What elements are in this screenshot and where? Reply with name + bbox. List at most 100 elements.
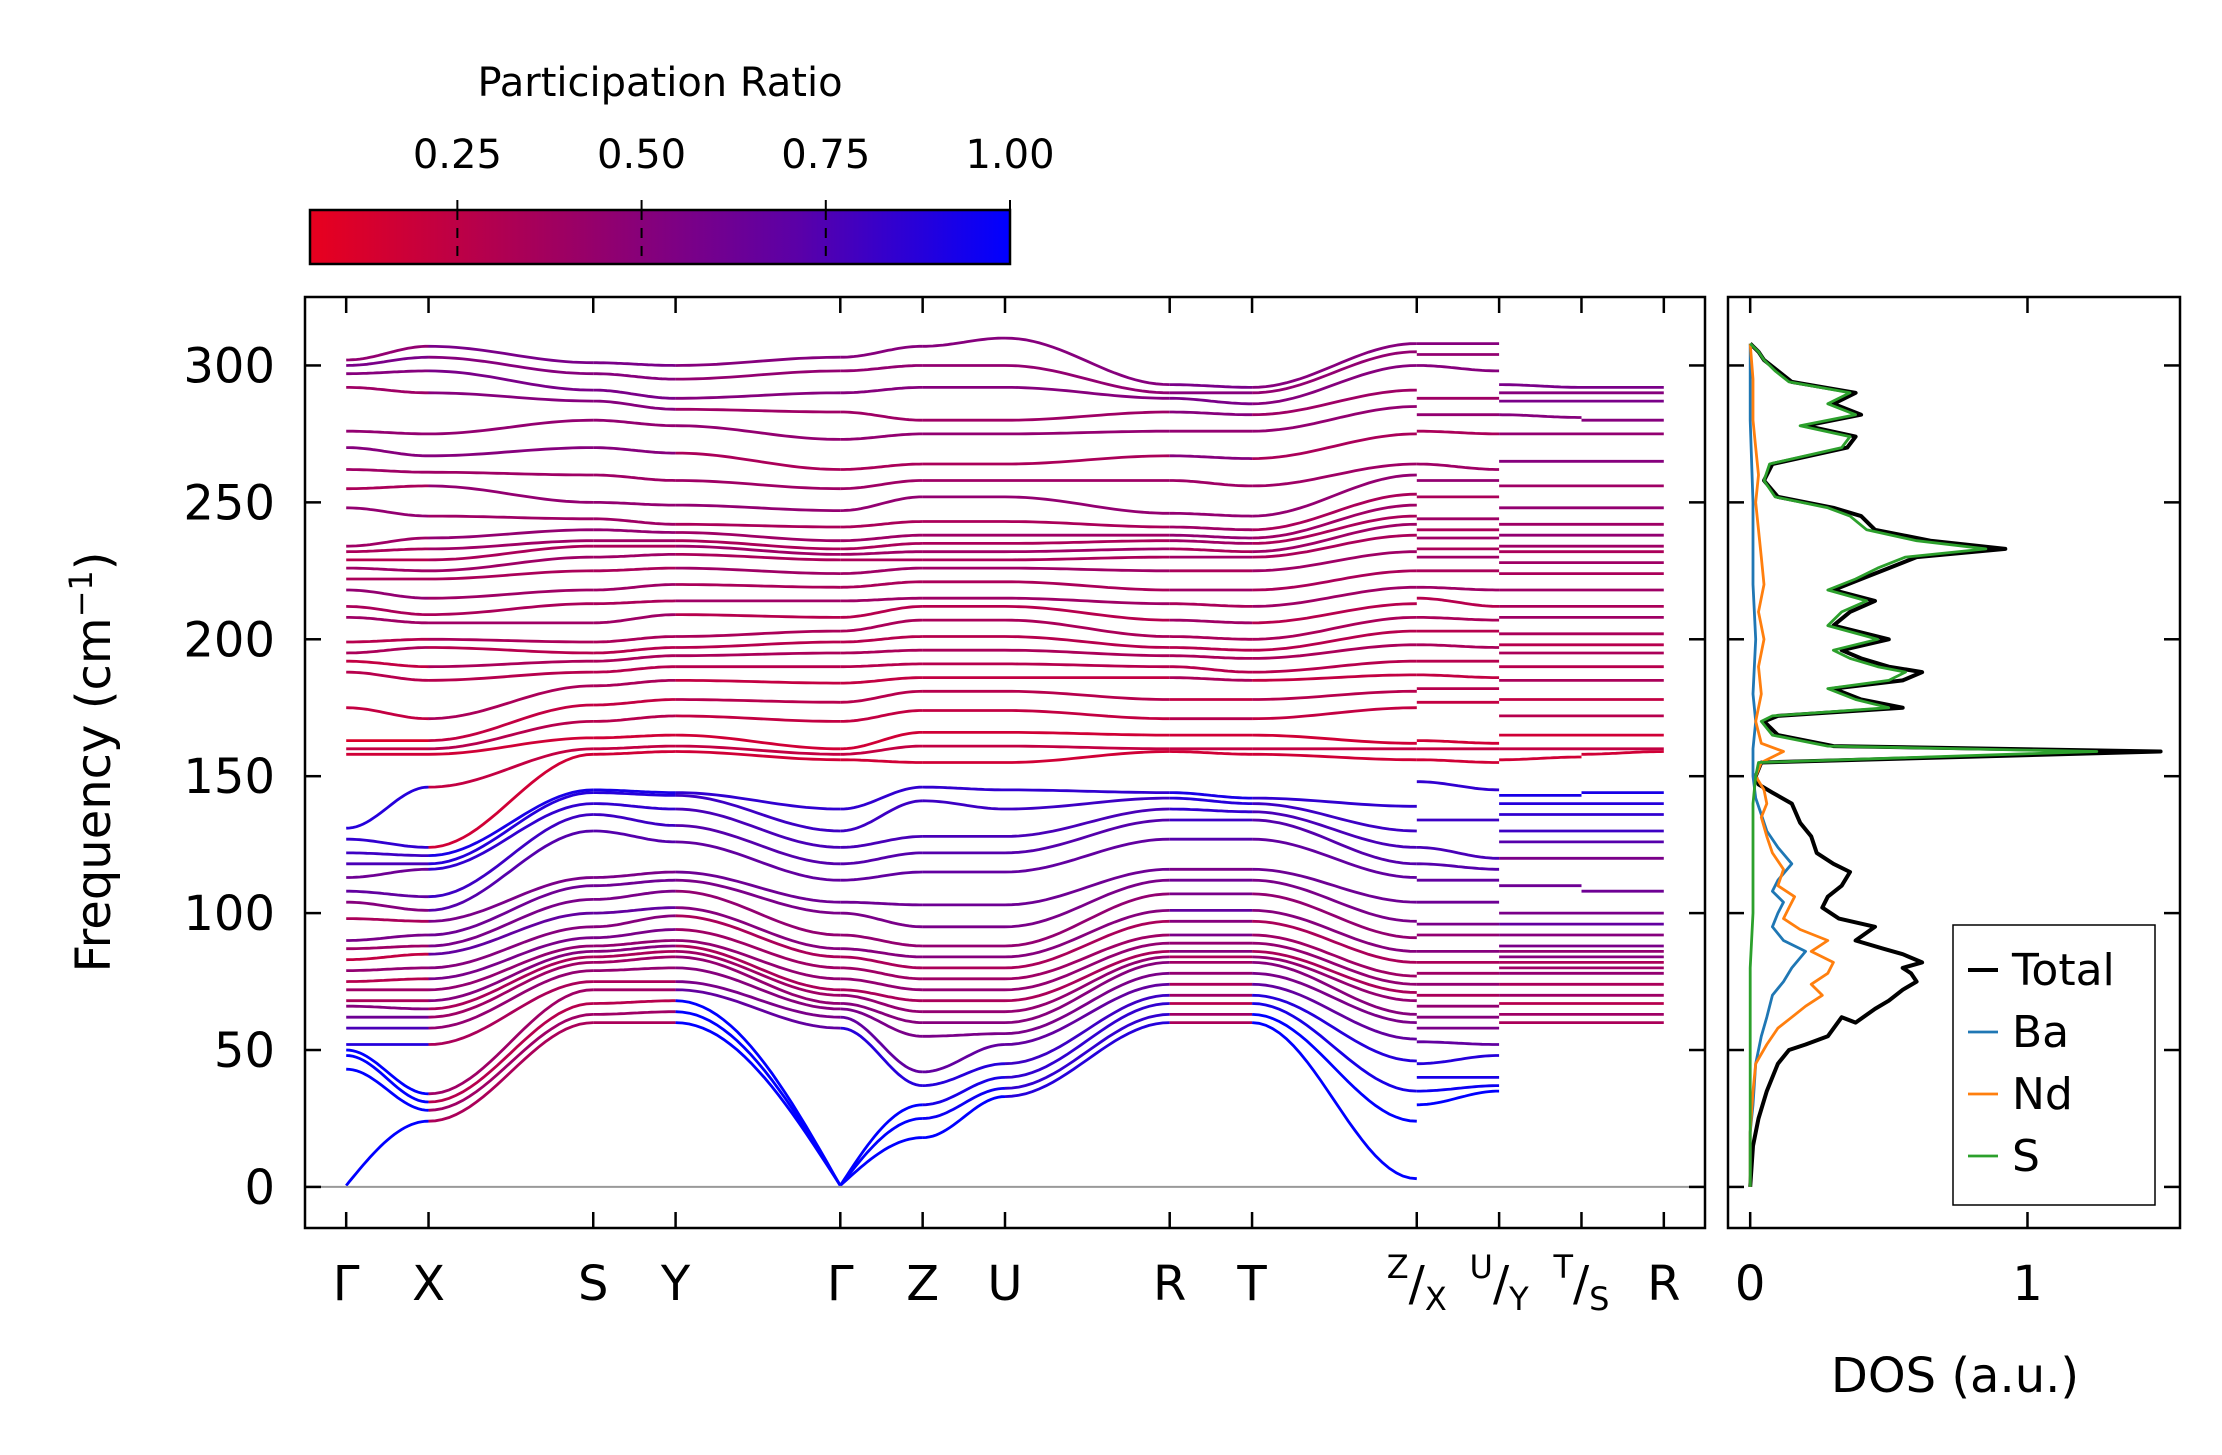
band-line xyxy=(346,867,429,879)
band-line xyxy=(675,640,841,649)
kpoint-label: R xyxy=(1153,1256,1186,1312)
band-line xyxy=(1005,555,1170,562)
band-line xyxy=(346,1054,429,1104)
band-line xyxy=(1169,665,1253,674)
band-line xyxy=(840,676,923,685)
band-line xyxy=(593,517,676,526)
band-line xyxy=(675,479,841,491)
y-tick-label: 150 xyxy=(183,749,275,805)
band-line xyxy=(840,596,923,603)
band-line xyxy=(593,750,676,756)
band-line xyxy=(428,646,594,655)
band-line xyxy=(346,1004,429,1011)
band-line xyxy=(1005,596,1170,606)
band-line xyxy=(428,961,594,1019)
band-line xyxy=(1252,689,1417,701)
band-line xyxy=(1252,522,1417,554)
band-line xyxy=(675,698,841,704)
band-line xyxy=(840,495,923,512)
band-line xyxy=(1004,941,1170,992)
band-line xyxy=(675,980,841,1019)
band-line xyxy=(346,944,429,951)
colorbar-bar xyxy=(308,208,1012,266)
band-line xyxy=(1169,539,1253,545)
band-line xyxy=(1005,796,1170,811)
y-tick-label: 0 xyxy=(244,1160,275,1216)
band-line xyxy=(1004,933,1170,981)
band-line xyxy=(675,906,841,951)
band-line xyxy=(1252,706,1417,721)
colorbar-tick-label: 0.75 xyxy=(781,132,870,178)
band-line xyxy=(1005,566,1170,573)
band-line xyxy=(1169,807,1253,814)
band-line xyxy=(428,813,594,899)
band-line xyxy=(428,637,594,644)
band-line xyxy=(1499,755,1582,762)
band-line xyxy=(675,870,841,904)
band-line xyxy=(593,361,676,367)
band-line xyxy=(675,807,841,849)
band-line xyxy=(593,553,676,559)
band-line xyxy=(428,391,594,403)
band-line xyxy=(1252,405,1417,433)
band-line xyxy=(346,484,429,491)
band-line xyxy=(346,977,429,983)
band-line xyxy=(346,889,429,899)
band-line xyxy=(1004,993,1170,1066)
band-line xyxy=(1252,350,1417,395)
dos-x-tick-label: 1 xyxy=(2012,1256,2043,1312)
band-line xyxy=(922,336,1005,348)
band-line xyxy=(840,731,923,751)
band-line xyxy=(428,829,594,912)
band-line xyxy=(1416,1089,1500,1107)
band-line xyxy=(346,547,429,554)
band-line xyxy=(675,355,841,367)
band-line xyxy=(675,651,841,658)
band-line xyxy=(1169,791,1253,800)
band-line xyxy=(1416,462,1500,471)
band-line xyxy=(346,446,429,458)
band-line xyxy=(1005,539,1170,545)
band-line xyxy=(1416,429,1500,436)
band-line xyxy=(428,950,594,1003)
band-line xyxy=(346,646,429,655)
band-line xyxy=(840,1002,923,1024)
band-line xyxy=(839,1103,923,1187)
band-line xyxy=(428,1021,594,1123)
legend-label: S xyxy=(2012,1131,2040,1182)
band-line xyxy=(1004,605,1170,622)
band-line xyxy=(593,928,676,940)
band-line xyxy=(1169,511,1253,518)
band-line xyxy=(1004,547,1170,554)
band-line xyxy=(1004,892,1170,948)
kpoint-label: R xyxy=(1647,1256,1680,1312)
band-line xyxy=(1581,750,1664,756)
band-line xyxy=(840,479,923,491)
band-line xyxy=(593,939,676,948)
band-line xyxy=(593,791,676,797)
band-line xyxy=(675,966,841,1011)
band-line xyxy=(675,914,841,959)
band-line xyxy=(593,870,676,879)
kpoint-label: Γ xyxy=(333,1256,360,1312)
band-line xyxy=(346,966,429,972)
band-line xyxy=(428,898,594,948)
band-line xyxy=(675,988,841,1030)
dos-y-ticks xyxy=(1728,364,2180,1189)
band-line xyxy=(346,429,429,436)
band-line xyxy=(1252,961,1417,1016)
band-line xyxy=(593,714,676,723)
y-tick-label: 300 xyxy=(183,338,275,394)
band-line xyxy=(346,659,429,669)
band-line xyxy=(675,744,841,756)
band-line xyxy=(593,388,676,400)
band-line xyxy=(1252,971,1417,1024)
band-x-ticks: Γ X S Y Γ Z U R T RZ/XU/YT/S xyxy=(333,297,1681,1318)
kpoint-composite-sub: X xyxy=(1425,1280,1447,1318)
band-line xyxy=(1252,388,1417,417)
band-line xyxy=(840,977,923,992)
band-line xyxy=(840,689,923,704)
band-line xyxy=(1005,788,1170,794)
